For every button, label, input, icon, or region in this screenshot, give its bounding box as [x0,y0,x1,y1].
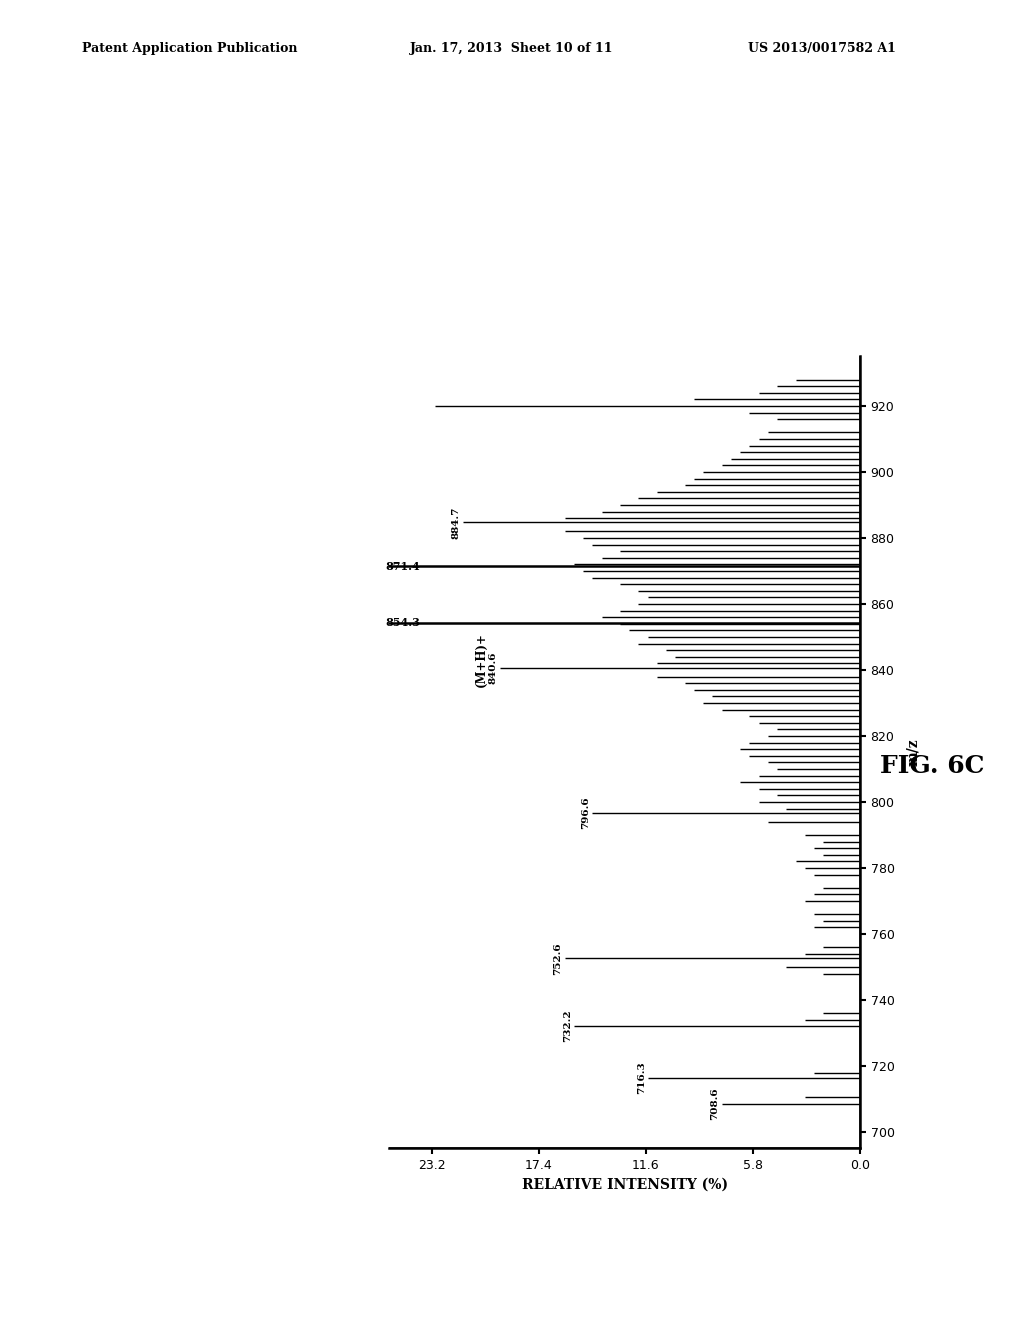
Text: 716.3: 716.3 [637,1061,646,1094]
Text: 871.4: 871.4 [385,561,420,572]
Text: US 2013/0017582 A1: US 2013/0017582 A1 [748,42,895,55]
Text: 884.7: 884.7 [452,506,461,539]
Text: 752.6: 752.6 [554,942,562,974]
Text: (M+H)+: (M+H)+ [475,632,488,688]
Text: 840.6: 840.6 [488,652,498,684]
X-axis label: RELATIVE INTENSITY (%): RELATIVE INTENSITY (%) [521,1177,728,1192]
Text: 708.6: 708.6 [711,1088,720,1119]
Y-axis label: m/z: m/z [905,739,920,766]
Text: 732.2: 732.2 [563,1010,571,1041]
Text: 796.6: 796.6 [582,797,590,829]
Text: 854.3: 854.3 [385,618,420,628]
Text: FIG. 6C: FIG. 6C [880,754,984,777]
Text: Jan. 17, 2013  Sheet 10 of 11: Jan. 17, 2013 Sheet 10 of 11 [410,42,613,55]
Text: Patent Application Publication: Patent Application Publication [82,42,297,55]
